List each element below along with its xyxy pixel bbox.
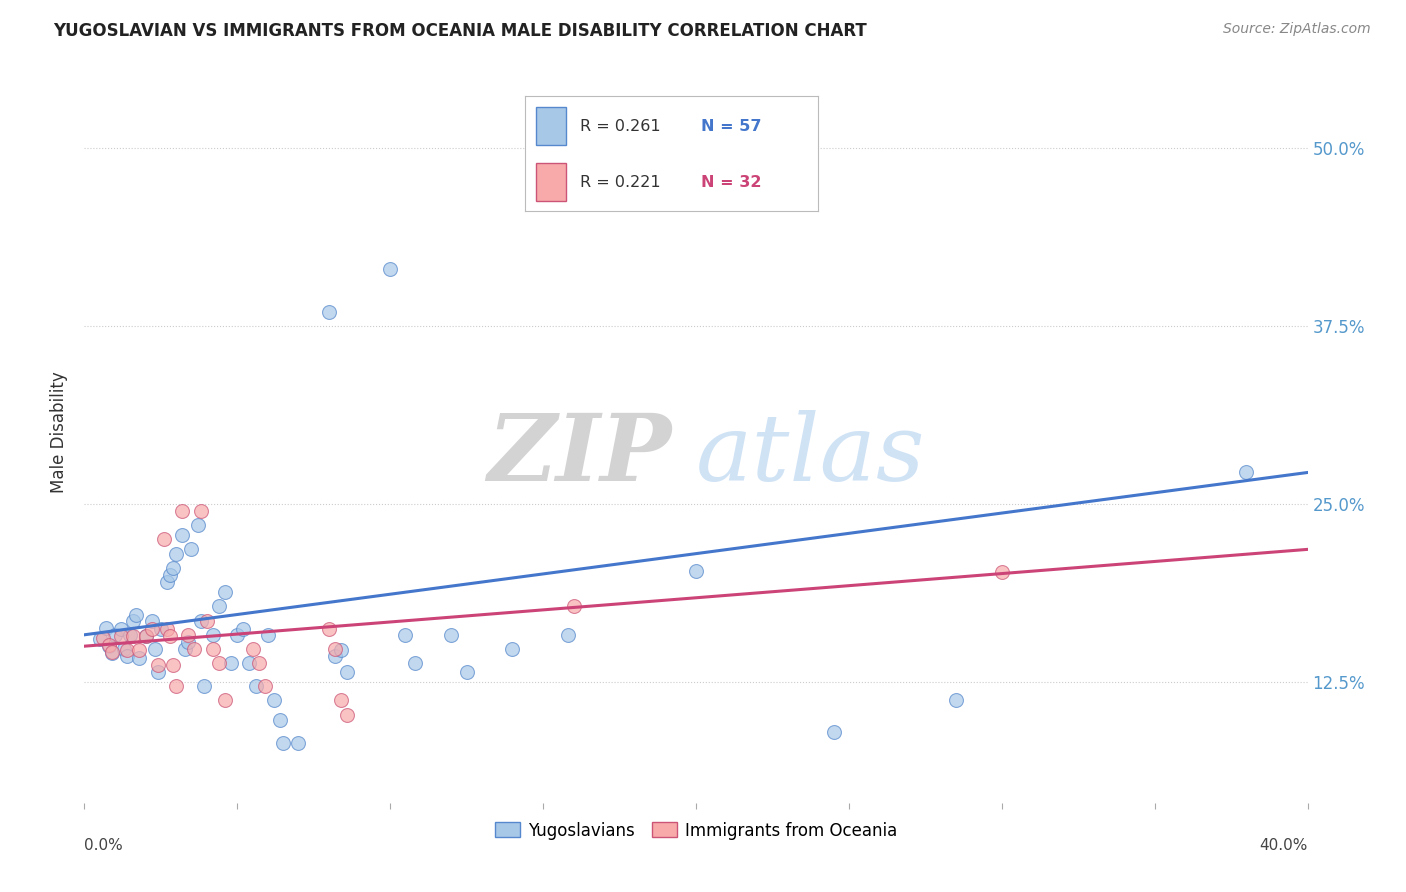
- Point: [245, 679, 267, 693]
- Point: [162, 657, 184, 672]
- Point: [991, 565, 1014, 579]
- Point: [214, 585, 236, 599]
- Point: [186, 518, 208, 533]
- Point: [177, 635, 200, 649]
- Point: [269, 713, 291, 727]
- Text: 40.0%: 40.0%: [1260, 838, 1308, 854]
- Point: [232, 622, 254, 636]
- Point: [945, 693, 967, 707]
- Point: [271, 736, 294, 750]
- Text: ZIP: ZIP: [488, 409, 672, 500]
- Point: [115, 649, 138, 664]
- Point: [195, 614, 218, 628]
- Point: [165, 679, 187, 693]
- Point: [125, 607, 148, 622]
- Point: [94, 621, 117, 635]
- Point: [97, 639, 120, 653]
- Point: [336, 707, 359, 722]
- Point: [122, 629, 145, 643]
- Point: [156, 622, 179, 636]
- Point: [172, 504, 194, 518]
- Point: [214, 693, 236, 707]
- Point: [404, 657, 426, 671]
- Point: [146, 665, 169, 679]
- Point: [208, 599, 231, 614]
- Point: [440, 628, 463, 642]
- Point: [128, 643, 150, 657]
- Point: [330, 643, 353, 657]
- Point: [287, 736, 309, 750]
- Point: [547, 134, 569, 148]
- Text: Source: ZipAtlas.com: Source: ZipAtlas.com: [1223, 22, 1371, 37]
- Point: [562, 599, 585, 614]
- Point: [685, 564, 707, 578]
- Point: [190, 504, 212, 518]
- Point: [557, 628, 579, 642]
- Point: [190, 614, 212, 628]
- Point: [380, 261, 402, 276]
- Point: [128, 650, 150, 665]
- Point: [101, 645, 124, 659]
- Point: [183, 642, 205, 657]
- Point: [104, 628, 127, 642]
- Point: [156, 575, 179, 590]
- Point: [253, 679, 276, 693]
- Point: [336, 665, 359, 679]
- Point: [165, 547, 187, 561]
- Point: [89, 632, 111, 646]
- Point: [141, 614, 163, 628]
- Point: [456, 665, 478, 679]
- Point: [502, 642, 524, 657]
- Point: [110, 622, 132, 636]
- Point: [141, 622, 163, 636]
- Point: [201, 642, 224, 657]
- Point: [193, 679, 215, 693]
- Point: [318, 304, 340, 318]
- Point: [823, 724, 845, 739]
- Point: [122, 614, 145, 628]
- Point: [323, 649, 346, 664]
- Point: [318, 622, 340, 636]
- Point: [242, 642, 264, 657]
- Point: [110, 629, 132, 643]
- Point: [135, 629, 157, 643]
- Point: [238, 657, 260, 671]
- Y-axis label: Male Disability: Male Disability: [51, 372, 69, 493]
- Point: [226, 628, 249, 642]
- Point: [174, 642, 197, 657]
- Point: [180, 542, 202, 557]
- Text: YUGOSLAVIAN VS IMMIGRANTS FROM OCEANIA MALE DISABILITY CORRELATION CHART: YUGOSLAVIAN VS IMMIGRANTS FROM OCEANIA M…: [53, 22, 868, 40]
- Point: [177, 628, 200, 642]
- Point: [153, 533, 176, 547]
- Point: [394, 628, 416, 642]
- Point: [143, 642, 166, 657]
- Point: [172, 528, 194, 542]
- Point: [219, 657, 242, 671]
- Text: 0.0%: 0.0%: [84, 838, 124, 854]
- Point: [201, 628, 224, 642]
- Text: atlas: atlas: [696, 409, 925, 500]
- Point: [208, 657, 231, 671]
- Point: [263, 693, 285, 707]
- Point: [257, 628, 280, 642]
- Point: [120, 628, 142, 642]
- Point: [1236, 466, 1258, 480]
- Point: [149, 622, 172, 636]
- Point: [323, 642, 346, 657]
- Point: [97, 638, 120, 652]
- Point: [135, 629, 157, 643]
- Point: [159, 568, 181, 582]
- Point: [112, 642, 135, 657]
- Point: [91, 631, 114, 645]
- Point: [146, 657, 169, 672]
- Point: [247, 657, 270, 671]
- Point: [115, 643, 138, 657]
- Point: [101, 646, 124, 660]
- Point: [159, 629, 181, 643]
- Legend: Yugoslavians, Immigrants from Oceania: Yugoslavians, Immigrants from Oceania: [488, 815, 904, 847]
- Point: [162, 561, 184, 575]
- Point: [330, 693, 353, 707]
